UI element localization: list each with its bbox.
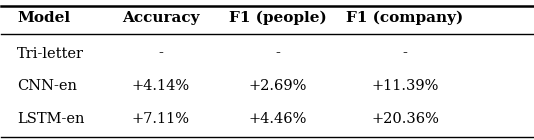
Text: LSTM-en: LSTM-en: [17, 112, 85, 126]
Text: CNN-en: CNN-en: [17, 80, 77, 94]
Text: F1 (company): F1 (company): [347, 11, 464, 25]
Text: +7.11%: +7.11%: [132, 112, 190, 126]
Text: -: -: [275, 46, 280, 60]
Text: -: -: [403, 46, 407, 60]
Text: Accuracy: Accuracy: [122, 11, 200, 25]
Text: +4.14%: +4.14%: [132, 80, 190, 94]
Text: +4.46%: +4.46%: [248, 112, 307, 126]
Text: +20.36%: +20.36%: [371, 112, 439, 126]
Text: F1 (people): F1 (people): [229, 11, 326, 25]
Text: -: -: [158, 46, 163, 60]
Text: +11.39%: +11.39%: [372, 80, 439, 94]
Text: Tri-letter: Tri-letter: [17, 46, 84, 60]
Text: +2.69%: +2.69%: [248, 80, 307, 94]
Text: Model: Model: [17, 11, 70, 25]
